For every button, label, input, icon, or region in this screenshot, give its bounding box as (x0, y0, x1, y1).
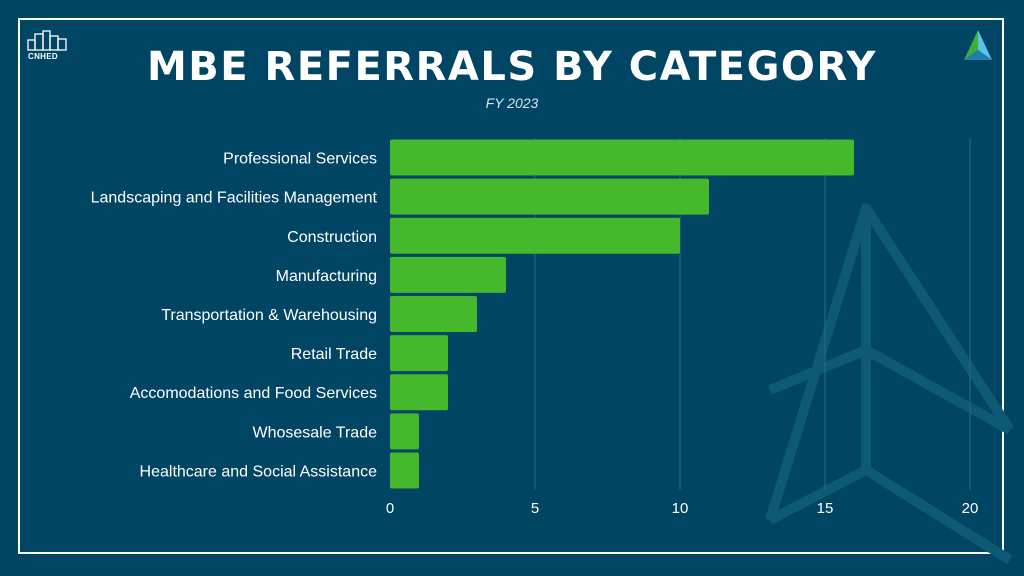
category-label: Landscaping and Facilities Management (91, 190, 378, 207)
x-tick-label: 10 (672, 500, 689, 517)
x-tick-label: 0 (386, 500, 394, 517)
category-label: Professional Services (223, 151, 377, 168)
bar-1 (390, 178, 709, 215)
chart-title: MBE REFERRALS BY CATEGORY (146, 44, 878, 90)
bar-8 (390, 452, 419, 489)
bar-2 (390, 217, 680, 254)
cnhed-logo-icon (27, 30, 67, 51)
x-tick-label: 5 (531, 500, 539, 517)
category-label: Whosesale Trade (252, 424, 377, 441)
category-label: Construction (287, 229, 377, 246)
bar-5 (390, 335, 448, 372)
logo-left-label: CNHED (28, 52, 58, 61)
x-tick-label: 20 (962, 500, 979, 517)
border-frame (18, 18, 1004, 554)
category-label: Manufacturing (276, 268, 377, 285)
bar-0 (390, 139, 854, 176)
x-tick-label: 15 (817, 500, 834, 517)
category-label: Accomodations and Food Services (130, 385, 377, 402)
brand-triangle-logo-icon (964, 30, 992, 60)
category-label: Healthcare and Social Assistance (140, 463, 378, 480)
category-label: Retail Trade (291, 346, 377, 363)
bar-6 (390, 374, 448, 411)
bar-4 (390, 296, 477, 332)
chart-subtitle: FY 2023 (485, 95, 539, 111)
bar-7 (390, 413, 419, 450)
bar-3 (390, 256, 506, 293)
category-label: Transportation & Warehousing (161, 307, 377, 324)
